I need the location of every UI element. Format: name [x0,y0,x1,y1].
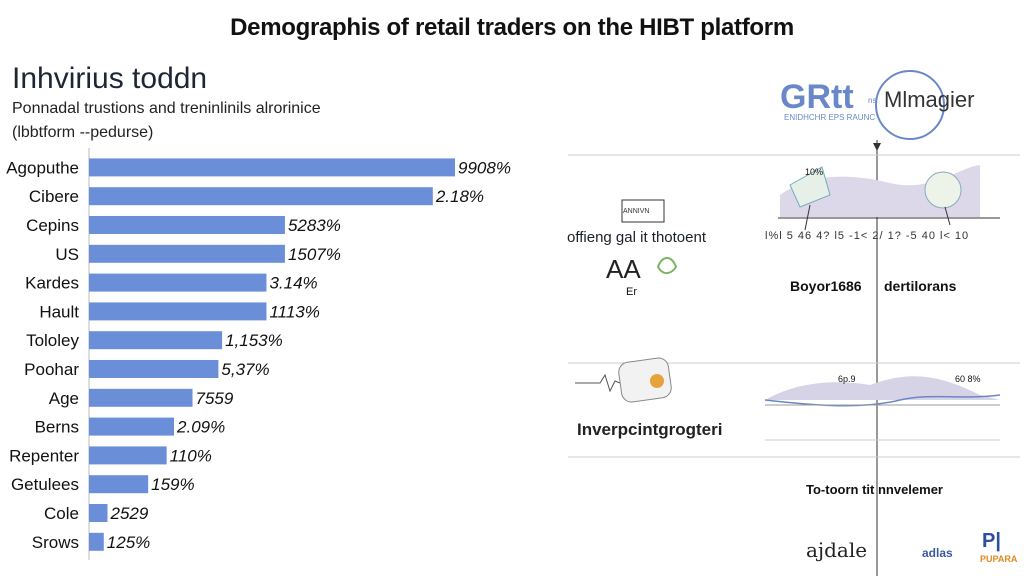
category-label: Hault [39,302,79,321]
mid-label-right: dertilorans [884,278,957,294]
bar [89,532,104,551]
value-label: 2.09% [176,418,225,437]
brand-logo-3: P| [982,530,1001,552]
mid-label-left: Boyor1686 [790,278,862,294]
brand-logo-3-sub: PUPARA [980,554,1018,564]
bar [89,388,193,407]
bottom-mini-chart [764,376,1001,441]
bar-chart: Agoputhe 9908% Cibere 2.18% Cepins 5283% US 150… [6,148,511,560]
caption-left-1: offieng gal it thotoent [567,229,706,246]
brand-logo-2: adlas [922,546,953,560]
heart-icon [656,257,678,274]
top-mini-chart [778,165,1000,231]
logo-subtext: ENIDHCHR EPS RAUNC [784,113,876,122]
subtitle-line-2: (lbbtform --pedurse) [12,124,154,141]
logo-ring [875,70,945,140]
bar [89,504,108,522]
value-label: 2.18% [435,187,484,206]
bar [89,273,267,292]
value-label: 1113% [269,302,319,321]
category-label: Kardes [25,274,79,293]
value-label: 3.14% [269,274,317,293]
top-axis-ticks: l%l 5 46 4? l5 -1< 2/ 1? -5 40 l< 10 [765,230,970,242]
category-label: Agoputhe [6,158,79,177]
bar [89,244,285,263]
caption-left-2: Inverpcintgrogteri [577,420,723,439]
bar [89,446,167,465]
value-label: 125% [107,533,150,552]
logo-right-text: Mlmagier [884,87,975,112]
device-icon [618,357,672,403]
bar [89,158,455,177]
bar [89,417,175,436]
category-label: Tololey [26,331,79,350]
category-label: Srows [32,533,79,552]
top-annotation: 10% [805,167,824,177]
value-label: 110% [170,446,212,465]
top-area-shape [780,165,980,217]
bar [89,331,223,350]
subtitle: Inhvirius toddn [12,62,208,95]
small-er-label: Er [626,286,637,298]
top-map-icon-right [924,171,962,209]
coin-icon [650,374,664,388]
pulse-icon [575,373,621,393]
category-label: Repenter [9,446,79,465]
category-label: Age [49,389,79,408]
bottom-annotation-2: 60 8% [955,374,981,384]
value-label: 9908% [458,158,511,177]
top-map-icon-left [789,166,831,208]
value-label: 1,153% [225,331,283,350]
bar [89,216,285,234]
value-label: 5283% [288,216,341,235]
bar [89,187,433,206]
bar [89,475,149,494]
aa-mark: AA [606,254,641,284]
category-label: Berns [35,418,79,437]
category-label: Cibere [29,187,79,206]
category-label: Poohar [24,360,79,379]
value-label: 2529 [109,504,148,523]
value-label: 5,37% [221,360,269,379]
logo-small-text: ns [868,96,877,105]
category-label: Cole [44,504,79,523]
brand-logo-1: ajdale [806,538,868,562]
arrow-down-icon [873,143,881,151]
bottom-text: To-toorn tit nnvelemer [806,482,943,497]
logo-text: GRtt [780,78,854,116]
bar [89,302,267,321]
box-icon [621,199,665,223]
category-label: Getulees [11,475,79,494]
bottom-line [764,394,1001,407]
value-label: 7559 [196,389,234,408]
top-pointer-left [804,204,811,231]
value-label: 159% [151,475,194,494]
box-icon-label: ANNIVN [623,208,650,215]
category-label: US [55,245,79,264]
subtitle-line-1: Ponnadal trustions and treninlinils alro… [12,100,321,117]
infographic-panel [568,70,1020,576]
category-label: Cepins [26,216,79,235]
chart-title: Demographis of retail traders on the HIB… [230,14,794,41]
bottom-area-shape [765,376,1000,400]
value-label: 1507% [288,245,341,264]
bar-group: Agoputhe 9908% Cibere 2.18% Cepins 5283% US 150… [6,158,511,552]
bottom-annotation-1: 6p.9 [838,374,856,384]
bar [89,360,219,378]
top-pointer-right [944,206,951,226]
